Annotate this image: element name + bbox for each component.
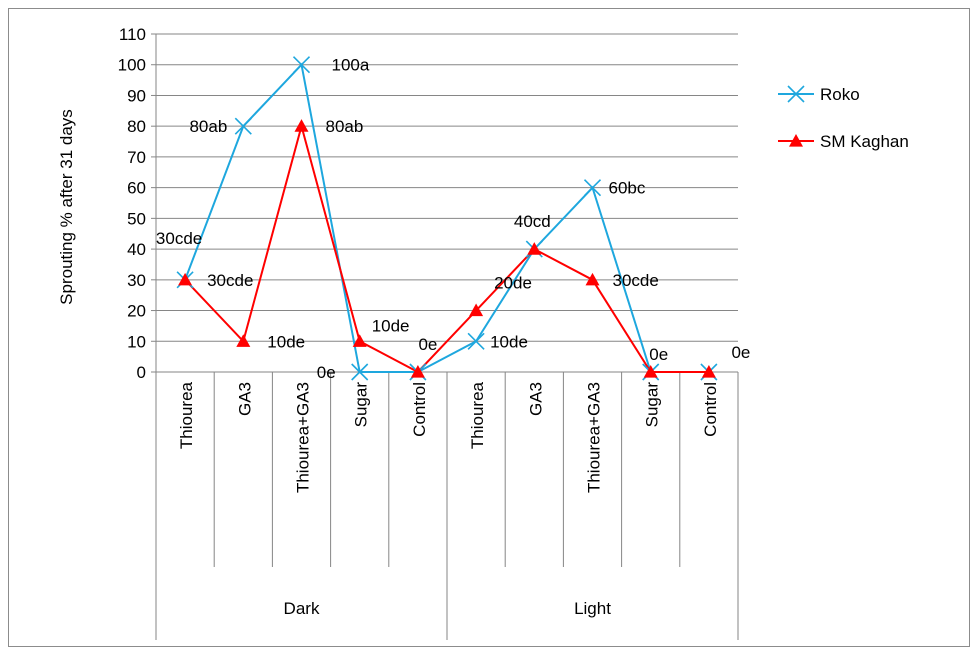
data-point-marker: [467, 332, 485, 350]
y-tick-label: 0: [137, 363, 146, 382]
y-axis-title: Sprouting % after 31 days: [57, 109, 76, 305]
y-tick-label: 100: [118, 56, 146, 75]
x-category-label: Thiourea: [177, 381, 196, 449]
data-label: 0e: [731, 343, 750, 362]
y-tick-label: 10: [127, 332, 146, 351]
x-category-label: Thiourea: [468, 381, 487, 449]
legend-label: Roko: [820, 85, 860, 104]
data-point-marker: [527, 242, 542, 255]
y-tick-label: 90: [127, 86, 146, 105]
x-category-label: GA3: [235, 382, 254, 416]
x-category-label: Thiourea+GA3: [585, 382, 604, 493]
data-label: 10de: [490, 332, 528, 351]
series-line-roko: [184, 62, 709, 373]
x-category-label: Sugar: [352, 382, 371, 428]
series-line-sm-kaghan: [184, 122, 709, 374]
y-tick-label: 50: [127, 209, 146, 228]
y-tick-label: 30: [127, 271, 146, 290]
y-tick-label: 110: [119, 25, 146, 44]
data-point-marker: [234, 117, 252, 135]
legend-marker: [789, 134, 803, 147]
legend-marker: [787, 85, 805, 103]
data-label: 80ab: [326, 117, 364, 136]
data-point-marker: [701, 365, 716, 378]
data-point-marker: [178, 272, 193, 286]
data-label: 0e: [317, 363, 336, 382]
x-category-label: Control: [701, 382, 720, 437]
y-tick-label: 20: [127, 302, 146, 321]
y-tick-label: 80: [127, 117, 146, 136]
data-point-marker: [643, 365, 658, 378]
data-point-marker: [294, 119, 309, 132]
data-point-marker: [352, 334, 367, 347]
data-label: 0e: [649, 345, 668, 364]
y-tick-label: 40: [127, 240, 146, 259]
data-label: 10de: [372, 316, 410, 335]
data-point-marker: [583, 179, 602, 197]
data-label: 20de: [494, 274, 532, 293]
data-label: 30cde: [156, 229, 202, 248]
data-label: 40cd: [514, 212, 551, 231]
x-category-label: GA3: [526, 382, 545, 416]
x-category-label: Control: [410, 382, 429, 437]
data-label: 30cde: [207, 271, 253, 290]
data-label: 60bc: [609, 179, 646, 198]
data-point-marker: [469, 303, 484, 317]
data-point-marker: [292, 56, 311, 74]
y-tick-label: 60: [127, 179, 146, 198]
data-point-marker: [585, 272, 600, 286]
legend-label: SM Kaghan: [820, 132, 909, 151]
data-point-marker: [236, 334, 251, 347]
x-group-label: Light: [574, 599, 611, 618]
data-label: 30cde: [613, 271, 659, 290]
data-point-marker: [351, 363, 369, 381]
data-label: 100a: [332, 56, 370, 75]
data-label: 10de: [267, 332, 305, 351]
y-tick-label: 70: [127, 148, 146, 167]
x-group-label: Dark: [284, 599, 320, 618]
data-label: 80ab: [189, 117, 227, 136]
chart-frame: [8, 8, 970, 647]
x-category-label: Sugar: [643, 382, 662, 428]
x-category-label: Thiourea+GA3: [294, 382, 313, 493]
data-label: 0e: [418, 335, 437, 354]
data-point-marker: [410, 365, 425, 378]
